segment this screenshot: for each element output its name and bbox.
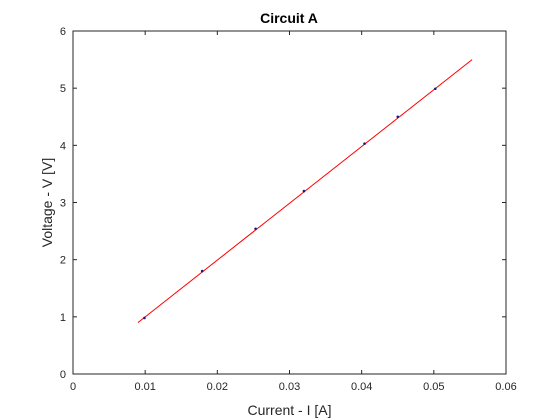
x-tick-label: 0.04 [351, 381, 372, 393]
data-point [143, 316, 146, 320]
data-point [433, 87, 437, 91]
y-tick-label: 0 [60, 369, 66, 381]
y-tick-label: 4 [60, 140, 66, 152]
data-point [200, 269, 204, 273]
chart-title: Circuit A [260, 10, 318, 26]
x-tick-label: 0.03 [279, 381, 300, 393]
x-tick-label: 0.02 [207, 381, 228, 393]
x-axis: 0 0.01 0.02 0.03 0.04 0.05 0.06 [70, 31, 517, 393]
data-point [302, 189, 306, 193]
y-tick-label: 3 [60, 198, 66, 210]
y-tick-label: 5 [60, 83, 66, 95]
series-layer [137, 59, 473, 323]
y-tick-label: 6 [60, 26, 66, 38]
data-point [396, 115, 400, 119]
y-tick-label: 2 [60, 255, 66, 267]
y-tick-label: 1 [60, 312, 66, 324]
y-axis-label: Voltage - V [V] [39, 158, 55, 248]
y-axis: 0 1 2 3 4 5 6 [60, 26, 506, 381]
x-tick-label: 0 [70, 381, 76, 393]
x-tick-label: 0.05 [423, 381, 444, 393]
x-tick-label: 0.06 [495, 381, 516, 393]
x-tick-label: 0.01 [134, 381, 155, 393]
x-axis-label: Current - I [A] [247, 402, 331, 418]
data-point [254, 227, 257, 231]
data-point [363, 142, 366, 145]
